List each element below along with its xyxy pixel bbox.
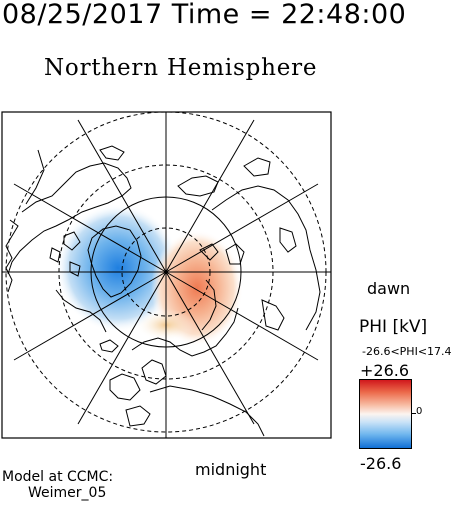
polar-map [1, 111, 332, 439]
colorbar-zero-tick [411, 413, 416, 414]
timestamp: 08/25/2017 Time = 22:48:00 [2, 0, 407, 30]
lat-circle-50 [5, 112, 327, 433]
negative-potential-cell [56, 204, 180, 332]
midnight-label: midnight [195, 460, 267, 479]
model-credit-line2: Weimer_05 [28, 485, 107, 501]
lat-circle-70 [58, 164, 274, 380]
colorbar-min-label: -26.6 [360, 454, 402, 473]
colorbar [359, 379, 412, 449]
colorbar-max-label: +26.6 [360, 361, 410, 380]
plot-title: Northern Hemisphere [44, 55, 318, 81]
colorbar-label: PHI [kV] [359, 317, 428, 337]
colorbar-zero-label: 0 [416, 406, 423, 417]
colorbar-range: -26.6<PHI<17.4 [362, 345, 452, 358]
lat-circle-80 [121, 227, 211, 317]
lat-circle-60 [90, 196, 242, 348]
meridian-lines [2, 112, 331, 438]
map-frame [1, 111, 332, 439]
model-credit-line1: Model at CCMC: [2, 469, 114, 485]
coastlines [5, 145, 321, 437]
dawn-label: dawn [367, 279, 411, 298]
